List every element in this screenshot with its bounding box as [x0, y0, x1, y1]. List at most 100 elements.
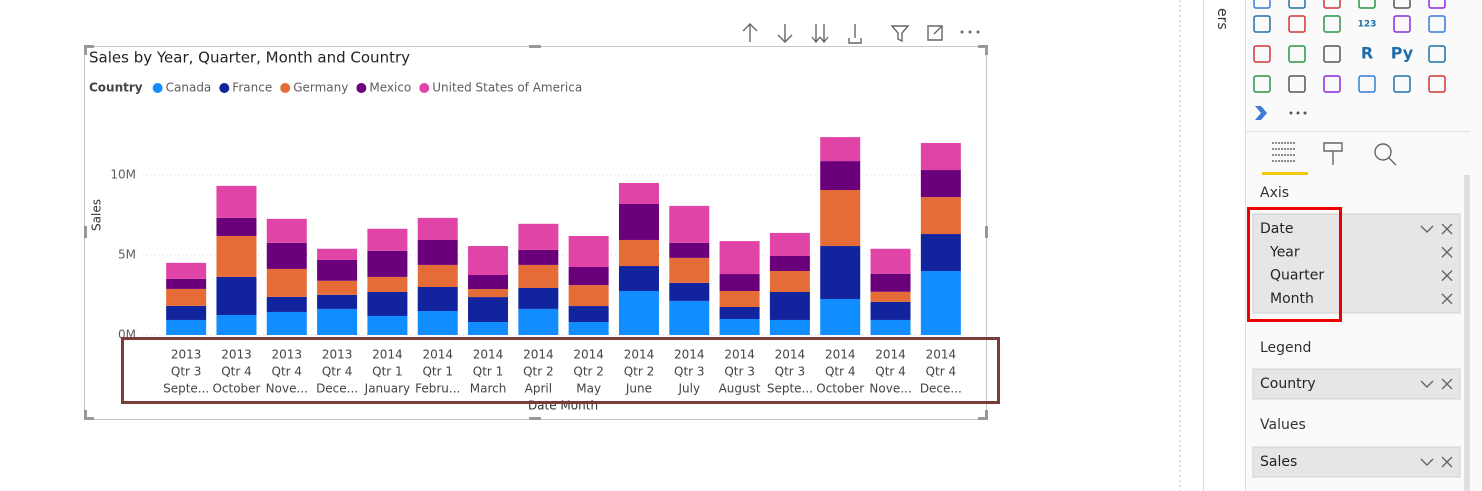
- field-name[interactable]: Sales: [1260, 454, 1297, 470]
- legend-label[interactable]: United States of America: [432, 81, 582, 95]
- bar-segment[interactable]: [518, 308, 559, 335]
- bar-segment[interactable]: [216, 185, 257, 218]
- bar-segment[interactable]: [568, 235, 609, 267]
- bar-segment[interactable]: [417, 239, 458, 265]
- bar-segment[interactable]: [367, 291, 408, 316]
- bar-segment[interactable]: [317, 280, 358, 295]
- bar-segment[interactable]: [468, 275, 509, 290]
- bar-segment[interactable]: [568, 322, 609, 335]
- bar-segment[interactable]: [618, 291, 659, 335]
- icon-text[interactable]: R: [1361, 44, 1373, 63]
- bar-segment[interactable]: [719, 291, 760, 307]
- field-expand[interactable]: [1420, 458, 1434, 466]
- bar-segment[interactable]: [920, 197, 961, 235]
- bar-segment[interactable]: [417, 287, 458, 311]
- bar-segment[interactable]: [266, 218, 307, 243]
- bar-segment[interactable]: [518, 249, 559, 265]
- bar-segment[interactable]: [719, 241, 760, 275]
- field-expand[interactable]: [1420, 225, 1434, 233]
- visual-icon[interactable]: [1393, 75, 1411, 93]
- field-name[interactable]: Quarter: [1270, 268, 1324, 284]
- bar-segment[interactable]: [266, 268, 307, 297]
- visual-icon[interactable]: [1428, 15, 1446, 33]
- visual-icon[interactable]: [1428, 0, 1446, 9]
- bar-segment[interactable]: [367, 228, 408, 251]
- visual-icon[interactable]: [1253, 75, 1271, 93]
- scrollbar[interactable]: [1464, 175, 1470, 491]
- bar-segment[interactable]: [317, 308, 358, 335]
- visual-icon[interactable]: [1393, 0, 1411, 9]
- field-remove[interactable]: [1441, 456, 1453, 468]
- visual-icon[interactable]: [1428, 75, 1446, 93]
- visual-icon[interactable]: [1288, 45, 1306, 63]
- bar-segment[interactable]: [568, 306, 609, 323]
- bar-segment[interactable]: [367, 315, 408, 335]
- visual-icon[interactable]: [1288, 75, 1306, 93]
- bar-segment[interactable]: [166, 288, 207, 306]
- bar-segment[interactable]: [820, 299, 861, 335]
- bar-segment[interactable]: [870, 248, 911, 274]
- bar-segment[interactable]: [870, 273, 911, 292]
- bar-segment[interactable]: [820, 190, 861, 247]
- visual-icon[interactable]: [1253, 0, 1271, 9]
- bar-segment[interactable]: [216, 276, 257, 315]
- bar-segment[interactable]: [417, 264, 458, 287]
- legend-label[interactable]: France: [232, 81, 272, 95]
- field-remove[interactable]: [1441, 378, 1453, 390]
- bar-segment[interactable]: [216, 217, 257, 236]
- bar-segment[interactable]: [820, 246, 861, 299]
- bar-segment[interactable]: [769, 271, 810, 292]
- well-box[interactable]: [1252, 368, 1461, 400]
- visual-icon[interactable]: [1323, 15, 1341, 33]
- bar-segment[interactable]: [669, 300, 710, 335]
- visual-icon[interactable]: [1393, 15, 1411, 33]
- bar-segment[interactable]: [468, 246, 509, 275]
- visual-toolbar[interactable]: [742, 23, 980, 44]
- bar-segment[interactable]: [367, 276, 408, 292]
- visual-icon[interactable]: [1358, 75, 1376, 93]
- bar-segment[interactable]: [870, 291, 911, 302]
- bar-segment[interactable]: [216, 235, 257, 277]
- bar-segment[interactable]: [920, 271, 961, 335]
- field-remove[interactable]: [1441, 246, 1453, 258]
- bar-segment[interactable]: [216, 315, 257, 335]
- field-remove[interactable]: [1441, 270, 1453, 282]
- bar-segment[interactable]: [266, 242, 307, 269]
- more-visuals[interactable]: [1296, 111, 1300, 115]
- field-name[interactable]: Month: [1270, 291, 1314, 307]
- bar-segment[interactable]: [769, 232, 810, 256]
- visual-icon[interactable]: [1253, 15, 1271, 33]
- bar-segment[interactable]: [317, 248, 358, 260]
- visual-icon[interactable]: [1323, 0, 1341, 9]
- more-visuals[interactable]: [1289, 111, 1293, 115]
- bar-segment[interactable]: [870, 319, 911, 335]
- legend-label[interactable]: Canada: [166, 81, 212, 95]
- visual-icon[interactable]: [1323, 75, 1341, 93]
- bar-segment[interactable]: [669, 257, 710, 283]
- legend-label[interactable]: Germany: [293, 81, 348, 95]
- field-remove[interactable]: [1441, 223, 1453, 235]
- bar-segment[interactable]: [518, 264, 559, 288]
- bar-segment[interactable]: [618, 266, 659, 291]
- bar-segment[interactable]: [920, 170, 961, 198]
- visual-icon[interactable]: [1288, 0, 1306, 9]
- field-expand[interactable]: [1420, 380, 1434, 388]
- field-name[interactable]: Year: [1269, 244, 1300, 260]
- icon-text[interactable]: 123: [1358, 20, 1377, 30]
- bar-segment[interactable]: [468, 297, 509, 323]
- well-box[interactable]: [1252, 446, 1461, 478]
- bar-segment[interactable]: [317, 294, 358, 309]
- bar-segment[interactable]: [266, 311, 307, 335]
- pane-tabs[interactable]: [1262, 142, 1397, 175]
- bar-segment[interactable]: [417, 217, 458, 240]
- bar-segment[interactable]: [618, 203, 659, 240]
- field-remove[interactable]: [1441, 293, 1453, 305]
- bar-segment[interactable]: [568, 267, 609, 286]
- bar-segment[interactable]: [820, 137, 861, 162]
- bar-segment[interactable]: [166, 262, 207, 279]
- bar-segment[interactable]: [166, 319, 207, 335]
- bar-segment[interactable]: [518, 287, 559, 309]
- filters-tab[interactable]: ers: [1214, 8, 1230, 30]
- bar-segment[interactable]: [367, 250, 408, 277]
- visual-icon[interactable]: [1253, 45, 1271, 63]
